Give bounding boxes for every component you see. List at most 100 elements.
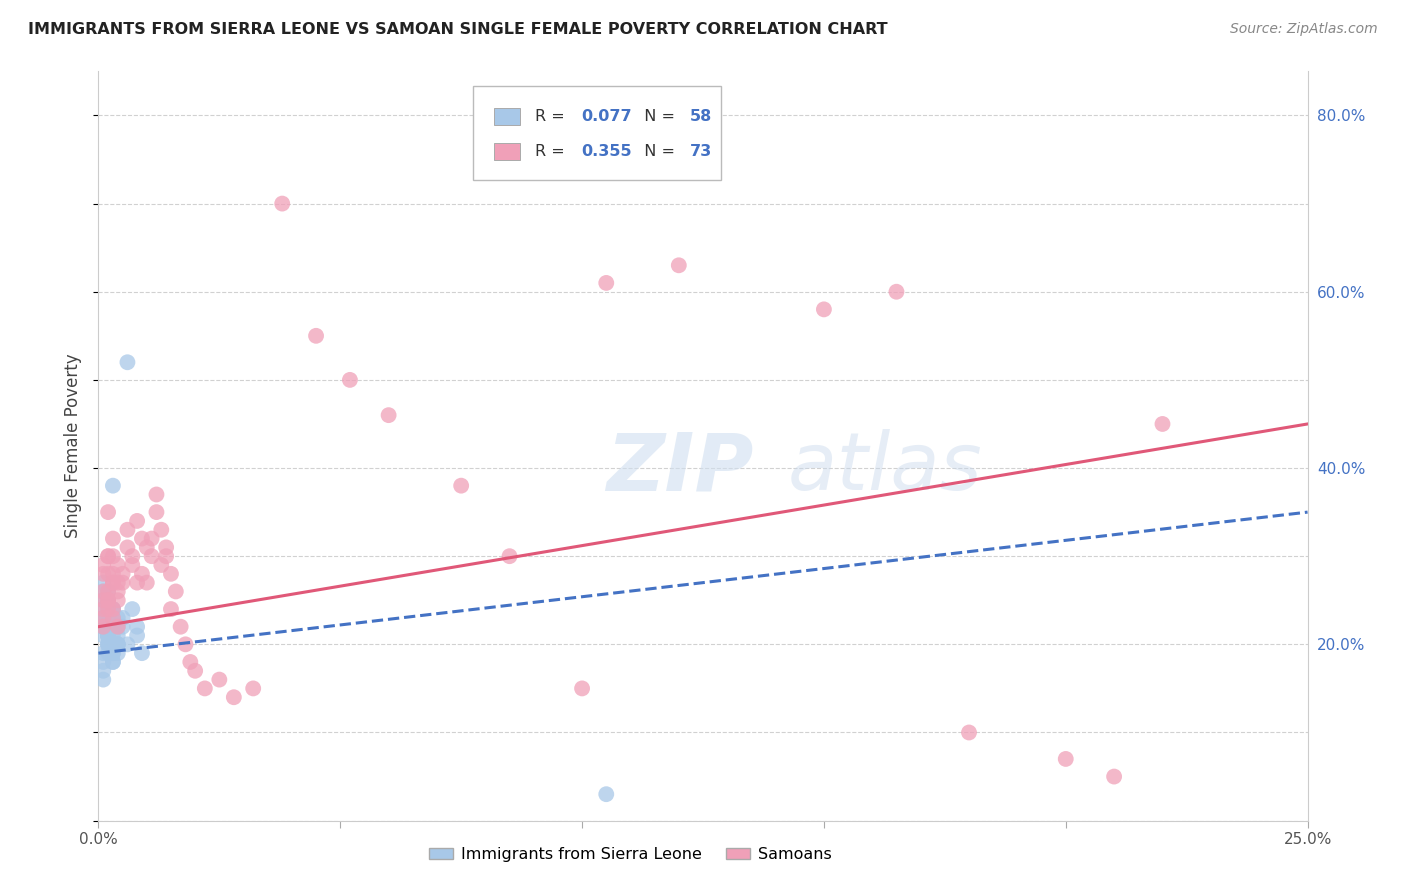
Text: R =: R =	[534, 109, 569, 124]
Point	[174, 637, 197, 651]
Point	[208, 673, 231, 687]
Text: IMMIGRANTS FROM SIERRA LEONE VS SAMOAN SINGLE FEMALE POVERTY CORRELATION CHART: IMMIGRANTS FROM SIERRA LEONE VS SAMOAN S…	[28, 22, 887, 37]
Point	[107, 620, 129, 634]
Bar	[494, 144, 520, 160]
FancyBboxPatch shape	[474, 87, 721, 180]
Point	[141, 532, 163, 546]
Point	[107, 620, 129, 634]
Point	[101, 611, 124, 625]
Point	[97, 593, 120, 607]
Point	[111, 566, 134, 581]
Point	[160, 602, 183, 616]
Point	[97, 620, 120, 634]
Point	[107, 637, 129, 651]
Point	[91, 602, 114, 616]
Point	[117, 541, 139, 555]
Point	[101, 566, 124, 581]
Point	[97, 628, 120, 642]
Point	[97, 628, 120, 642]
Point	[121, 549, 143, 564]
Point	[97, 602, 120, 616]
Point	[97, 628, 120, 642]
Point	[498, 549, 520, 564]
Text: R =: R =	[534, 144, 569, 159]
Point	[91, 620, 114, 634]
Point	[150, 523, 173, 537]
Point	[160, 566, 183, 581]
Point	[127, 514, 149, 528]
Point	[97, 584, 120, 599]
Point	[450, 478, 472, 492]
Point	[101, 628, 124, 642]
Point	[101, 655, 124, 669]
Point	[155, 541, 177, 555]
Point	[97, 620, 120, 634]
Point	[155, 549, 177, 564]
Point	[91, 593, 114, 607]
Point	[101, 549, 124, 564]
Point	[121, 558, 143, 572]
Point	[169, 620, 191, 634]
Point	[91, 566, 114, 581]
Point	[107, 646, 129, 660]
Point	[97, 593, 120, 607]
Point	[97, 584, 120, 599]
Point	[91, 664, 114, 678]
Text: Source: ZipAtlas.com: Source: ZipAtlas.com	[1230, 22, 1378, 37]
Point	[571, 681, 593, 696]
Point	[101, 575, 124, 590]
Point	[595, 787, 617, 801]
Point	[101, 655, 124, 669]
Point	[91, 628, 114, 642]
Point	[101, 646, 124, 660]
Point	[184, 664, 207, 678]
Point	[97, 637, 120, 651]
Point	[91, 593, 114, 607]
Text: 73: 73	[690, 144, 711, 159]
Point	[97, 620, 120, 634]
Point	[135, 575, 157, 590]
Point	[131, 566, 153, 581]
Point	[886, 285, 908, 299]
Point	[107, 584, 129, 599]
Point	[101, 575, 124, 590]
Point	[91, 655, 114, 669]
Point	[101, 620, 124, 634]
Point	[107, 637, 129, 651]
Point	[97, 611, 120, 625]
Point	[145, 505, 167, 519]
Point	[131, 646, 153, 660]
Point	[107, 575, 129, 590]
Point	[135, 541, 157, 555]
Text: ZIP: ZIP	[606, 429, 754, 508]
Point	[813, 302, 835, 317]
Point	[1102, 770, 1125, 784]
Point	[339, 373, 361, 387]
Point	[111, 611, 134, 625]
Point	[165, 584, 187, 599]
Point	[107, 558, 129, 572]
Point	[117, 523, 139, 537]
Point	[91, 611, 114, 625]
Text: atlas: atlas	[787, 429, 983, 508]
Point	[222, 690, 245, 705]
Point	[91, 620, 114, 634]
Point	[91, 584, 114, 599]
Point	[1054, 752, 1077, 766]
Point	[117, 355, 139, 369]
Point	[127, 628, 149, 642]
Point	[145, 487, 167, 501]
Text: 0.355: 0.355	[581, 144, 631, 159]
Point	[91, 584, 114, 599]
Point	[97, 602, 120, 616]
Point	[91, 673, 114, 687]
Point	[101, 478, 124, 492]
Point	[101, 602, 124, 616]
Point	[668, 258, 690, 272]
Point	[101, 637, 124, 651]
Point	[97, 637, 120, 651]
Point	[179, 655, 201, 669]
Legend: Immigrants from Sierra Leone, Samoans: Immigrants from Sierra Leone, Samoans	[423, 841, 838, 869]
Point	[97, 566, 120, 581]
Text: 0.077: 0.077	[581, 109, 631, 124]
